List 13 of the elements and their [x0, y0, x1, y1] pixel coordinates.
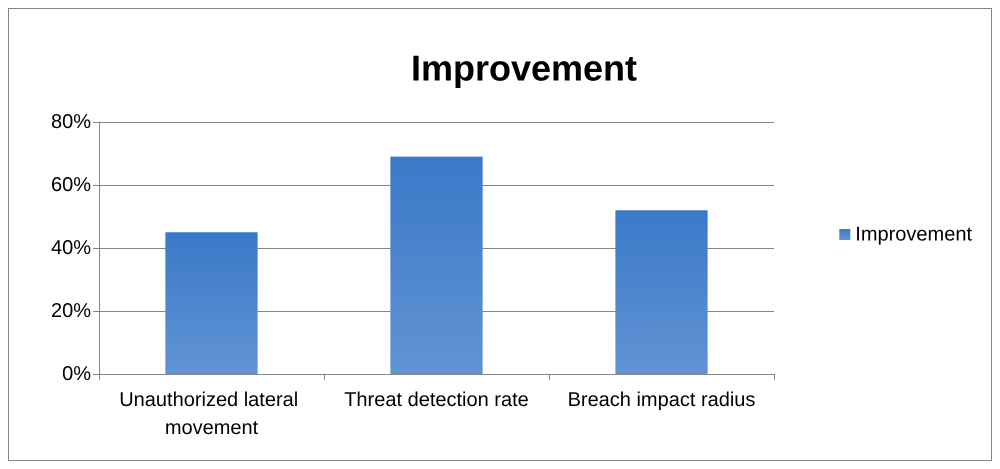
x-tick-label: Unauthorized lateral movement [119, 389, 304, 439]
chart-title: Improvement [410, 48, 638, 88]
bar [615, 210, 708, 374]
y-tick-label: 60% [50, 174, 92, 196]
y-tick-label: 80% [50, 111, 92, 133]
x-tick-label: Breach impact radius [568, 389, 756, 411]
bar [390, 156, 483, 374]
y-tick-label: 40% [50, 237, 92, 259]
y-tick-label: 20% [50, 300, 92, 322]
x-tick-label: Threat detection rate [344, 389, 529, 411]
bar [165, 232, 258, 374]
legend-label: Improvement [855, 224, 972, 246]
y-tick-label: 0% [62, 363, 92, 385]
